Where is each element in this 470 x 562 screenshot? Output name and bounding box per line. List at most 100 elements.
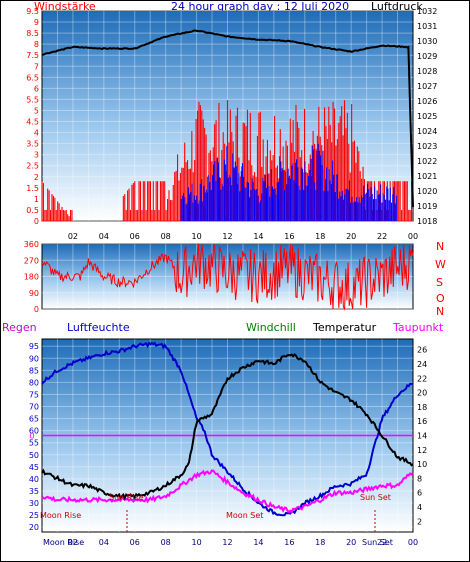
wind-ytick-9: 9 — [34, 18, 39, 27]
panel1-xtick-14: 14 — [253, 232, 263, 241]
temperature-ytick-22: 22 — [417, 374, 427, 383]
wind-ytick-9.5: 9.5 — [26, 7, 39, 16]
panel1-xtick-00: 00 — [408, 232, 418, 241]
panel1-xtick-04: 04 — [99, 232, 109, 241]
dir-ytick-0: 0 — [34, 305, 39, 314]
moon-rise-label: Moon Rise — [40, 511, 81, 520]
regen-label: Regen — [2, 321, 37, 334]
wind-ytick-1: 1 — [34, 195, 39, 204]
temperature-ytick-4: 4 — [417, 503, 422, 512]
wind-direction-line — [41, 243, 414, 311]
direction-label-o: O — [436, 292, 445, 305]
humidity-ytick-70: 70 — [29, 403, 39, 412]
pressure-ytick-1023: 1023 — [417, 142, 437, 151]
wind-ytick-7.5: 7.5 — [26, 51, 39, 60]
direction-label-n2: N — [436, 305, 445, 318]
pressure-ytick-1019: 1019 — [417, 202, 437, 211]
temperature-ytick-16: 16 — [417, 417, 427, 426]
panel3-xtick-00: 00 — [408, 538, 418, 547]
humidity-ytick-60: 60 — [29, 427, 39, 436]
panel1-xtick-18: 18 — [315, 232, 325, 241]
pressure-ytick-1030: 1030 — [417, 37, 437, 46]
temperature-ytick-6: 6 — [417, 489, 422, 498]
bottom-sun-set-label: Sun Set — [362, 538, 393, 547]
wind-ytick-6: 6 — [34, 84, 39, 93]
panel3-xtick-02: 02 — [68, 538, 78, 547]
temperature-ytick-20: 20 — [417, 389, 427, 398]
panel3-xtick-10: 10 — [191, 538, 201, 547]
dir-ytick-360: 360 — [24, 240, 39, 249]
pressure-ytick-1024: 1024 — [417, 127, 437, 136]
panel3-xtick-04: 04 — [99, 538, 109, 547]
humidity-ytick-90: 90 — [29, 354, 39, 363]
humidity-ytick-55: 55 — [29, 439, 39, 448]
pressure-ytick-1021: 1021 — [417, 172, 437, 181]
pressure-ytick-1022: 1022 — [417, 157, 437, 166]
wind-ytick-0.5: 0.5 — [26, 206, 39, 215]
panel1-xtick-20: 20 — [346, 232, 356, 241]
wind-ytick-0: 0 — [34, 217, 39, 226]
sun-set-label: Sun Set — [360, 493, 391, 502]
panel3-xtick-16: 16 — [284, 538, 294, 547]
wind-ytick-6.5: 6.5 — [26, 73, 39, 82]
wind-ytick-2.5: 2.5 — [26, 162, 39, 171]
panel3-xtick-22: 22 — [377, 538, 387, 547]
panel3-xtick-12: 12 — [222, 538, 232, 547]
humidity-ytick-85: 85 — [29, 366, 39, 375]
direction-label-s: S — [436, 276, 443, 289]
humidity-ytick-40: 40 — [29, 475, 39, 484]
wind-ytick-5.5: 5.5 — [26, 95, 39, 104]
temperature-ytick-26: 26 — [417, 346, 427, 355]
pressure-ytick-1029: 1029 — [417, 52, 437, 61]
luftdruck-label: Luftdruck — [371, 0, 423, 13]
panel1-xtick-22: 22 — [377, 232, 387, 241]
panel1-xtick-08: 08 — [161, 232, 171, 241]
dir-ytick-270: 270 — [24, 256, 39, 265]
temperature-ytick-2: 2 — [417, 517, 422, 526]
dewpoint-line — [41, 469, 414, 514]
direction-label-w: W — [435, 258, 446, 271]
temperature-ytick-8: 8 — [417, 474, 422, 483]
wind-ytick-3.5: 3.5 — [26, 140, 39, 149]
humidity-ytick-65: 65 — [29, 415, 39, 424]
windstaerke-label: Windstärke — [34, 0, 96, 13]
panel3-xtick-18: 18 — [315, 538, 325, 547]
temperature-ytick-24: 24 — [417, 360, 427, 369]
wind-pressure-plot: 0 0.5 1 1.5 2 2.5 3 3.5 4 4.5 5 5.5 6 6.5 7 7.5 8 8.5 9 9.5… — [26, 7, 437, 241]
regen-zero-label: 0 — [29, 432, 34, 441]
wind-ytick-7: 7 — [34, 62, 39, 71]
temperature-ytick-14: 14 — [417, 432, 427, 441]
panel2-background — [41, 243, 414, 310]
panel1-xtick-12: 12 — [222, 232, 232, 241]
temperatur-label: Temperatur — [313, 321, 377, 334]
humidity-ytick-80: 80 — [29, 378, 39, 387]
temperature-ytick-10: 10 — [417, 460, 427, 469]
wind-ytick-8: 8 — [34, 40, 39, 49]
humidity-temperature-plot: 2025303540455055606570758085909524681012… — [29, 338, 427, 547]
pressure-ytick-1026: 1026 — [417, 97, 437, 106]
wind-ytick-5: 5 — [34, 106, 39, 115]
wind-direction-plot: 0 90 180 270 360 — [24, 240, 414, 314]
pressure-ytick-1032: 1032 — [417, 7, 437, 16]
humidity-ytick-30: 30 — [29, 499, 39, 508]
humidity-ytick-50: 50 — [29, 451, 39, 460]
humidity-ytick-35: 35 — [29, 487, 39, 496]
moon-set-label: Moon Set — [226, 511, 263, 520]
luftfeuchte-label: Luftfeuchte — [67, 321, 130, 334]
wind-ytick-8.5: 8.5 — [26, 29, 39, 38]
panel1-xtick-16: 16 — [284, 232, 294, 241]
panel3-xtick-20: 20 — [346, 538, 356, 547]
humidity-ytick-25: 25 — [29, 511, 39, 520]
sun-rise-label: Sun Rise — [109, 493, 144, 502]
wind-ytick-2: 2 — [34, 173, 39, 182]
humidity-ytick-95: 95 — [29, 342, 39, 351]
pressure-line — [41, 29, 414, 208]
temperature-line — [41, 353, 414, 501]
pressure-ytick-1027: 1027 — [417, 82, 437, 91]
wind-ytick-4: 4 — [34, 129, 39, 138]
humidity-ytick-20: 20 — [29, 523, 39, 532]
humidity-ytick-75: 75 — [29, 390, 39, 399]
direction-label-n: N — [436, 240, 445, 253]
pressure-ytick-1025: 1025 — [417, 112, 437, 121]
